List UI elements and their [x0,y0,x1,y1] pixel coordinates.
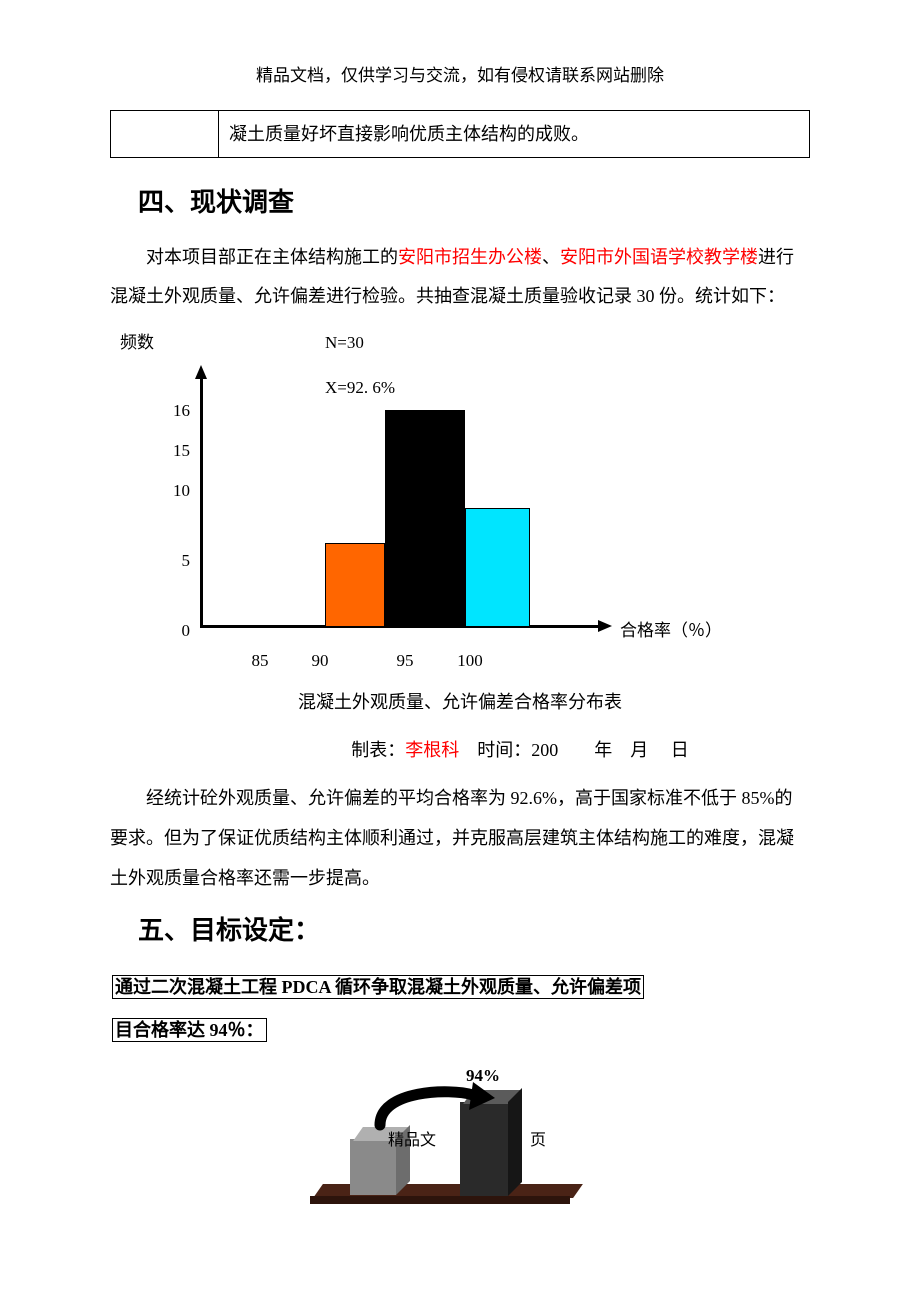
boxed-note-text: 凝土质量好坏直接影响优质主体结构的成败。 [219,111,809,157]
x-tick-85: 85 [240,645,280,677]
chart-attrib-time: 时间：200 年 月 日 [459,740,689,760]
footer-right-fragment: 页 [530,1126,546,1156]
x-tick-90: 90 [300,645,340,677]
x-tick-95: 95 [385,645,425,677]
chart-caption: 混凝土外观质量、允许偏差合格率分布表 [110,685,810,719]
section-5-heading: 五、目标设定： [138,906,810,955]
chart-attrib-prefix: 制表： [351,740,405,760]
chart-attrib-name: 李根科 [405,740,459,760]
s4p1-red1: 安阳市招生办公楼 [398,247,542,267]
bar-1 [325,543,385,627]
page-disclaimer: 精品文档，仅供学习与交流，如有侵权请联系网站删除 [110,60,810,92]
s4p1-red2: 安阳市外国语学校教学楼 [560,247,758,267]
bars-layer [100,327,800,627]
target-3d-chart: 94% 精品文 页 [300,1082,620,1202]
bar-3 [465,508,530,627]
mini-chart-base-front [310,1196,570,1204]
section-4-heading: 四、现状调查 [138,178,810,227]
s4p1-sep: 、 [542,247,560,267]
bar-2 [385,410,465,627]
x-tick-100: 100 [450,645,490,677]
section-4-paragraph-2: 经统计砼外观质量、允许偏差的平均合格率为 92.6%，高于国家标准不低于 85%… [110,779,810,898]
chart-attribution: 制表：李根科 时间：200 年 月 日 [110,733,810,767]
boxed-note-row: 凝土质量好坏直接影响优质主体结构的成败。 [110,110,810,158]
histogram-chart: 频数 N=30 X=92. 6% 0 5 10 15 16 85 90 95 1… [100,327,800,667]
goal-box-line2: 目合格率达 94％： [112,1018,267,1042]
boxed-note-empty-cell [111,111,219,157]
s4p1-prefix: 对本项目部正在主体结构施工的 [146,247,398,267]
footer-left-fragment: 精品文 [388,1126,436,1156]
mini-bar2-side [508,1088,522,1196]
goal-box-line1: 通过二次混凝土工程 PDCA 循环争取混凝土外观质量、允许偏差项 [112,975,644,999]
section-4-paragraph-1: 对本项目部正在主体结构施工的安阳市招生办公楼、安阳市外国语学校教学楼进行混凝土外… [110,238,810,317]
section-5-goal: 通过二次混凝土工程 PDCA 循环争取混凝土外观质量、允许偏差项 目合格率达 9… [112,966,810,1052]
